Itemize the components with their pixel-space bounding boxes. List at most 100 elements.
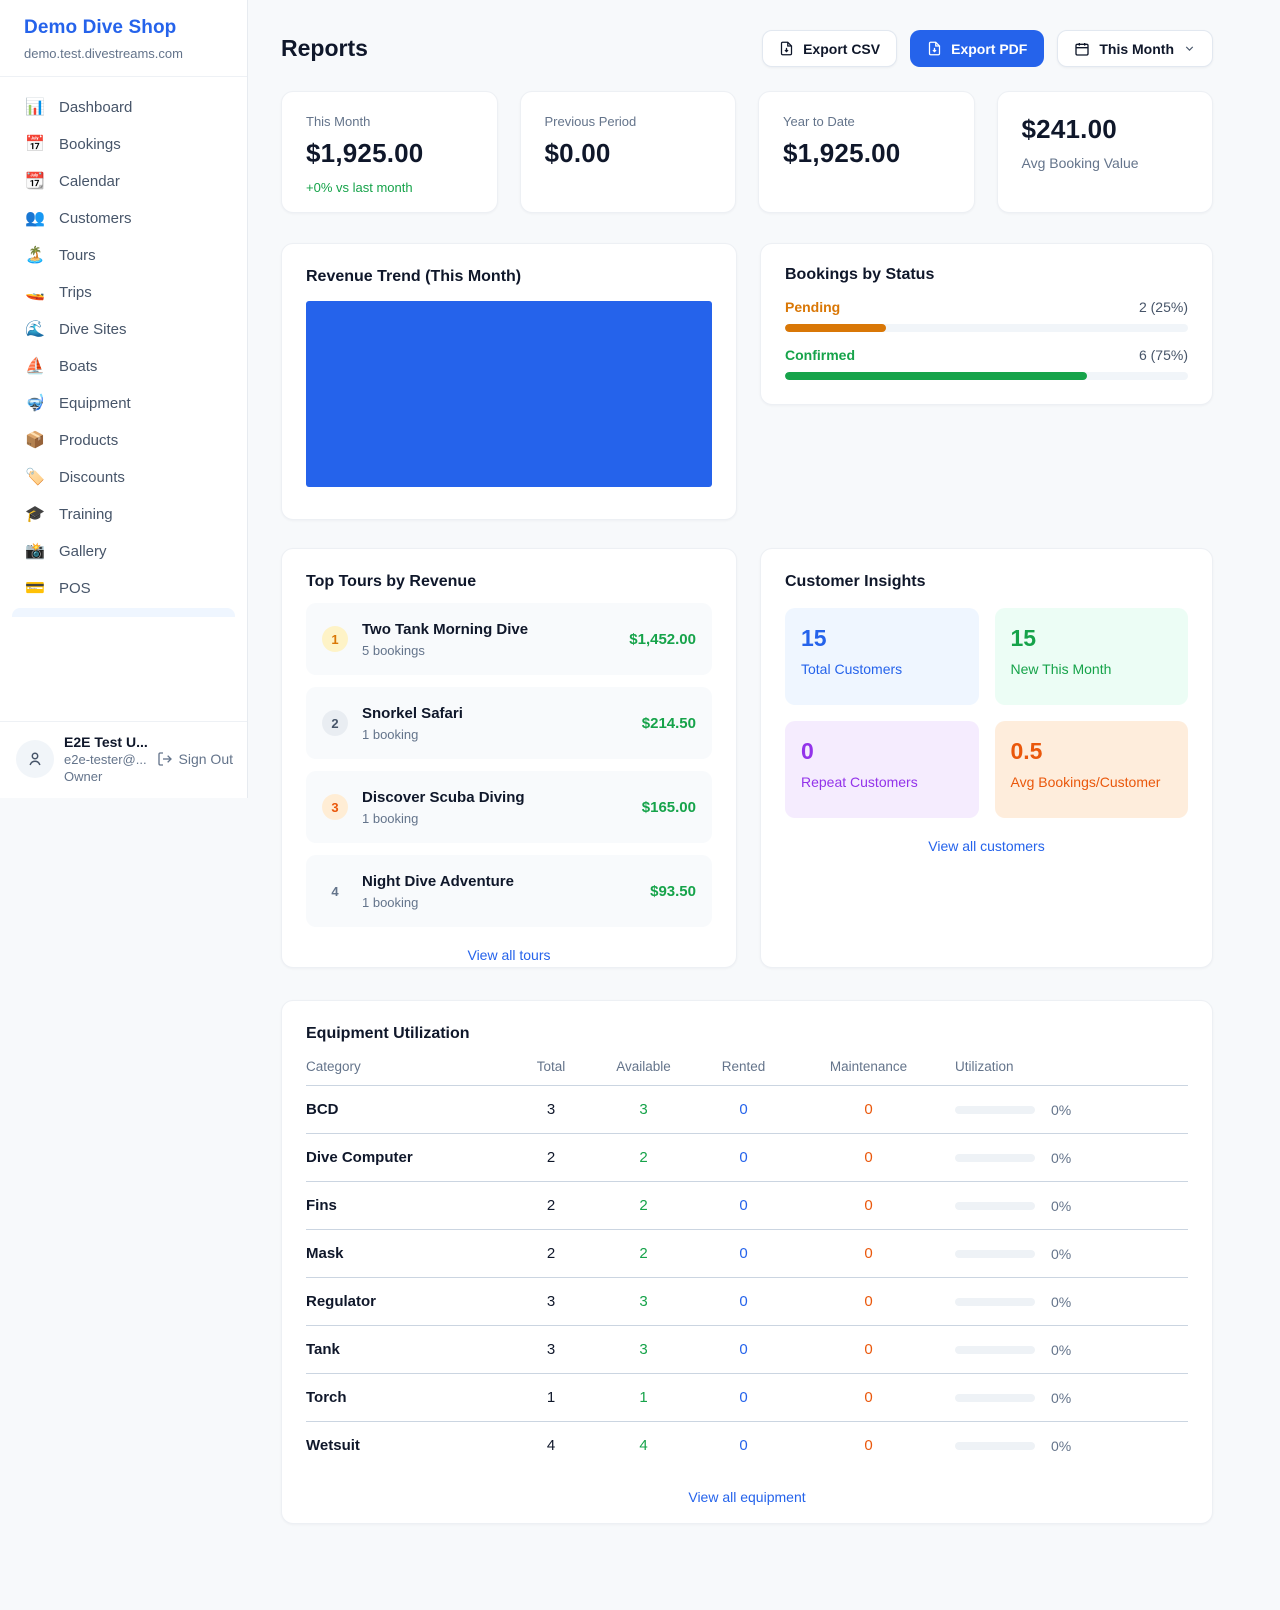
equipment-table-header: Category Total Available Rented Maintena… (306, 1059, 1188, 1086)
sidebar-item-equipment[interactable]: 🤿 Equipment (12, 385, 235, 422)
tour-name: Discover Scuba Diving (362, 788, 525, 806)
view-all-equipment-link[interactable]: View all equipment (688, 1489, 806, 1505)
stat-label: Avg Booking Value (1021, 155, 1139, 171)
sidebar-item-label: Boats (59, 358, 98, 375)
stat-cards-row: This Month $1,925.00 +0% vs last month P… (281, 91, 1213, 213)
sidebar-item-label: Gallery (59, 543, 107, 560)
stat-label: This Month (306, 114, 371, 129)
equipment-category: Dive Computer (306, 1149, 413, 1166)
bookings-by-status-title: Bookings by Status (785, 266, 935, 283)
equipment-rented: 0 (739, 1437, 748, 1454)
sidebar-item-dive-sites[interactable]: 🌊 Dive Sites (12, 311, 235, 348)
equipment-total: 3 (546, 1341, 556, 1358)
export-csv-button[interactable]: Export CSV (762, 30, 898, 67)
col-category: Category (306, 1059, 361, 1074)
equipment-rented: 0 (739, 1341, 748, 1358)
main-content: Reports Export CSV Export PDF This Month (248, 0, 1280, 1568)
revenue-trend-card: Revenue Trend (This Month) (281, 243, 737, 520)
charts-row: Revenue Trend (This Month) Bookings by S… (281, 243, 1213, 520)
equipment-utilization-cell: 0% (941, 1198, 1188, 1214)
shop-name: Demo Dive Shop (24, 17, 177, 38)
sidebar-item-dashboard[interactable]: 📊 Dashboard (12, 89, 235, 126)
lists-row: Top Tours by Revenue 1 Two Tank Morning … (281, 548, 1213, 968)
user-role: Owner (64, 769, 103, 784)
sidebar-item-label: Training (59, 506, 113, 523)
equipment-total: 1 (546, 1389, 556, 1406)
sign-out-label: Sign Out (178, 751, 233, 767)
tour-name: Two Tank Morning Dive (362, 620, 529, 638)
view-all-tours-link[interactable]: View all tours (467, 947, 551, 963)
equipment-utilization-cell: 0% (941, 1438, 1188, 1454)
page-title: Reports (281, 35, 368, 61)
utilization-percent: 0% (1051, 1341, 1072, 1358)
equipment-rented: 0 (739, 1293, 748, 1310)
tour-bookings: 1 booking (362, 726, 419, 742)
stat-card-previous-period: Previous Period $0.00 (519, 91, 736, 213)
sign-out-button[interactable]: Sign Out (157, 751, 233, 767)
sidebar-item-products[interactable]: 📦 Products (12, 422, 235, 459)
table-row-regulator: Regulator 3 3 0 0 0% (306, 1278, 1188, 1326)
equipment-category: Tank (306, 1341, 340, 1358)
sidebar-item-label: Customers (59, 210, 132, 227)
stat-value: $241.00 (1021, 114, 1117, 144)
equipment-available: 2 (639, 1149, 648, 1166)
status-label: Pending (785, 299, 841, 315)
sidebar-item-calendar[interactable]: 📆 Calendar (12, 163, 235, 200)
sidebar-item-discounts[interactable]: 🏷️ Discounts (12, 459, 235, 496)
tile-label: Repeat Customers (801, 774, 918, 790)
stat-card-avg-booking-value: $241.00 Avg Booking Value (996, 91, 1213, 213)
user-footer: E2E Test U... e2e-tester@... Owner Sign … (0, 721, 247, 798)
tour-name: Night Dive Adventure (362, 872, 514, 890)
equipment-available: 4 (639, 1437, 648, 1454)
tag-icon: 🏷️ (25, 468, 45, 486)
sidebar-item-label: Dashboard (59, 99, 133, 116)
sidebar-item-trips[interactable]: 🚤 Trips (12, 274, 235, 311)
tile-total-customers: 15 Total Customers (785, 608, 979, 705)
sidebar-item-label: Equipment (59, 395, 131, 412)
revenue-bar (306, 301, 712, 487)
col-available: Available (616, 1059, 671, 1074)
stat-label: Previous Period (544, 114, 637, 129)
tour-bookings: 1 booking (362, 894, 419, 910)
export-pdf-button[interactable]: Export PDF (910, 30, 1045, 67)
progress-track (785, 324, 1188, 332)
calendar-date-icon: 📅 (25, 135, 45, 153)
sidebar-item-pos[interactable]: 💳 POS (12, 570, 235, 607)
sidebar-item-customers[interactable]: 👥 Customers (12, 200, 235, 237)
col-total: Total (536, 1059, 566, 1074)
progress-track (785, 372, 1188, 380)
sidebar-item-training[interactable]: 🎓 Training (12, 496, 235, 533)
table-row-mask: Mask 2 2 0 0 0% (306, 1230, 1188, 1278)
progress-fill (785, 372, 1088, 380)
person-icon (29, 752, 41, 766)
equipment-available: 3 (639, 1341, 648, 1358)
sidebar-item-tours[interactable]: 🏝️ Tours (12, 237, 235, 274)
page-header: Reports Export CSV Export PDF This Month (281, 30, 1213, 67)
equipment-category: Wetsuit (306, 1437, 360, 1454)
equipment-category: Fins (306, 1197, 337, 1214)
tile-avg-bookings: 0.5 Avg Bookings/Customer (994, 721, 1188, 818)
equipment-rented: 0 (739, 1101, 748, 1118)
tour-revenue: $214.50 (641, 714, 696, 732)
sidebar-item-boats[interactable]: ⛵ Boats (12, 348, 235, 385)
period-dropdown[interactable]: This Month (1057, 30, 1213, 67)
table-row-fins: Fins 2 2 0 0 0% (306, 1182, 1188, 1230)
tour-name: Snorkel Safari (362, 704, 463, 722)
export-csv-label: Export CSV (803, 40, 881, 57)
stat-card-year-to-date: Year to Date $1,925.00 (758, 91, 975, 213)
tour-row-2: 2 Snorkel Safari 1 booking $214.50 (306, 687, 712, 759)
tour-bookings: 5 bookings (362, 642, 425, 658)
view-all-customers-link[interactable]: View all customers (928, 838, 1045, 854)
equipment-maintenance: 0 (864, 1389, 873, 1406)
top-tours-card: Top Tours by Revenue 1 Two Tank Morning … (281, 548, 737, 968)
user-email: e2e-tester@... (64, 752, 147, 767)
sidebar-item-bookings[interactable]: 📅 Bookings (12, 126, 235, 163)
sidebar-active-item-partially-visible[interactable] (12, 608, 235, 617)
sidebar-item-label: Tours (59, 247, 96, 264)
equipment-total: 2 (546, 1245, 556, 1262)
sidebar-item-gallery[interactable]: 📸 Gallery (12, 533, 235, 570)
utilization-track (955, 1201, 1035, 1210)
equipment-rented: 0 (739, 1389, 748, 1406)
utilization-percent: 0% (1051, 1293, 1072, 1310)
table-row-tank: Tank 3 3 0 0 0% (306, 1326, 1188, 1374)
